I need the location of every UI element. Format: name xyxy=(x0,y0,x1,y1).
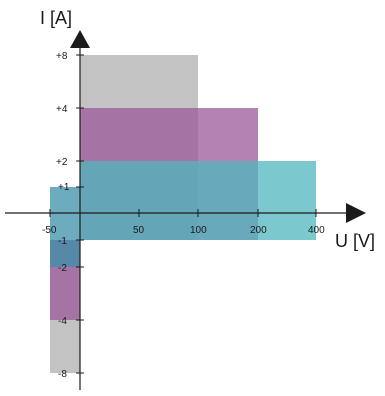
y-tick-label: +1 xyxy=(58,182,70,193)
y-tick-label: -2 xyxy=(58,263,67,274)
x-tick-label: 200 xyxy=(250,225,267,236)
x-tick-label: -50 xyxy=(42,225,57,236)
y-ticks xyxy=(76,54,84,374)
y-tick-label: +8 xyxy=(56,51,68,62)
y-tick-label: -8 xyxy=(58,369,67,380)
y-axis-arrow-icon xyxy=(70,30,90,48)
y-tick-label: -4 xyxy=(58,316,67,327)
y-axis-label: I [A] xyxy=(40,8,72,28)
y-tick-label: +4 xyxy=(56,104,68,115)
x-tick-label: 400 xyxy=(308,225,325,236)
y-tick-label: -1 xyxy=(58,236,67,247)
y-tick-label: +2 xyxy=(56,157,68,168)
y-tick-labels: +8 +4 +2 +1 -1 -2 -4 -8 xyxy=(56,51,70,380)
x-ticks xyxy=(49,209,317,217)
x-tick-labels: -50 50 100 200 400 xyxy=(42,225,325,236)
x-axis-arrow-icon xyxy=(346,203,366,223)
regions xyxy=(50,55,316,373)
region-teal-left xyxy=(50,187,80,267)
axes xyxy=(5,46,352,390)
region-teal-top xyxy=(80,161,316,240)
x-tick-label: 50 xyxy=(133,225,145,236)
x-axis-label: U [V] xyxy=(335,231,375,251)
x-tick-label: 100 xyxy=(190,225,207,236)
